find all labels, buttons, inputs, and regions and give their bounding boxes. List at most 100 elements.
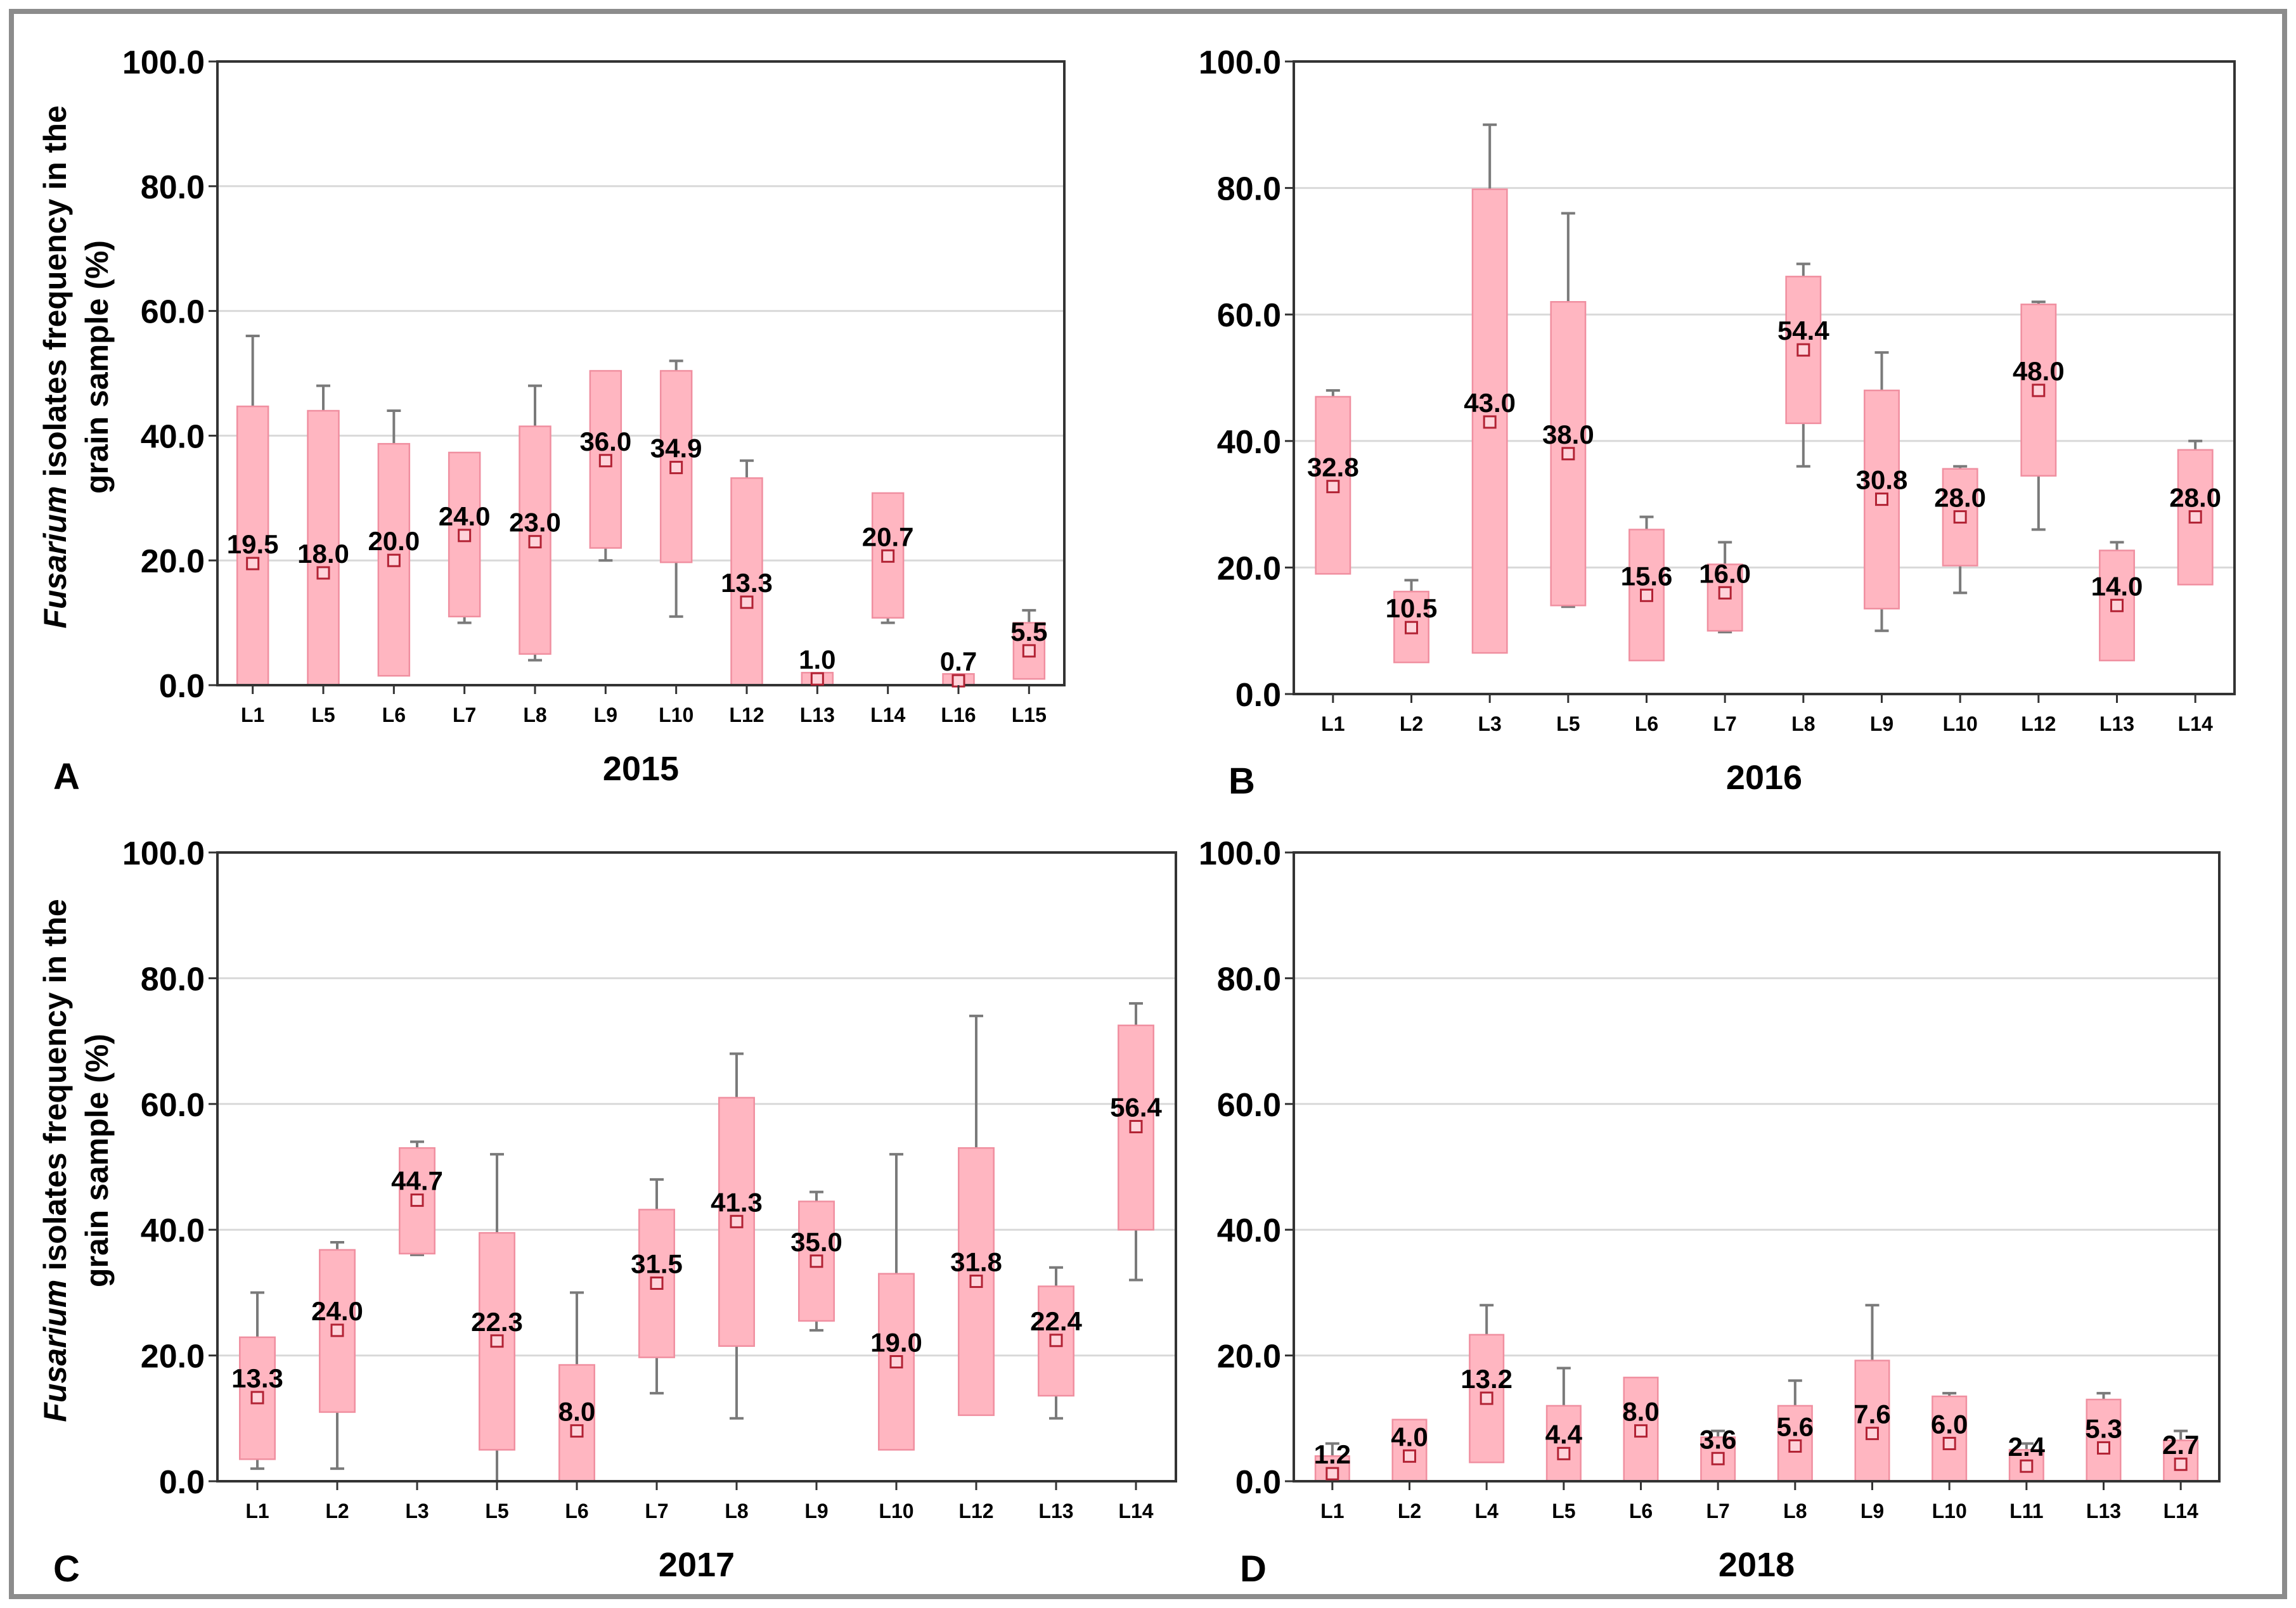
x-tick-label: L6 bbox=[1635, 712, 1658, 735]
x-tick-label: L2 bbox=[325, 1500, 349, 1522]
y-tick-label: 100.0 bbox=[122, 44, 205, 81]
mean-data-label: 14.0 bbox=[2091, 571, 2143, 601]
panel-b: 0.0 20.0 40.0 60.0 80.0 100.0 32.8 L1 10.5 L2 43.0… bbox=[1199, 44, 2236, 802]
x-tick-label: L5 bbox=[311, 704, 335, 726]
plot-frame bbox=[216, 60, 1066, 686]
panel-letter: C bbox=[53, 1548, 80, 1590]
mean-marker bbox=[740, 595, 754, 609]
x-tick-label: L7 bbox=[1713, 712, 1736, 735]
y-tick-label: 80.0 bbox=[141, 169, 205, 206]
box bbox=[307, 409, 340, 686]
mean-data-label: 4.4 bbox=[1545, 1419, 1583, 1449]
y-tick-label: 60.0 bbox=[1217, 1087, 1281, 1124]
mean-marker bbox=[1942, 1436, 1956, 1450]
mean-marker bbox=[951, 674, 965, 688]
mean-data-label: 5.6 bbox=[1777, 1412, 1814, 1441]
mean-marker bbox=[1480, 1391, 1493, 1405]
x-tick-label: L8 bbox=[725, 1500, 748, 1522]
panel-letter: A bbox=[53, 756, 80, 797]
x-tick-label: L10 bbox=[1932, 1500, 1967, 1522]
mean-marker bbox=[1022, 644, 1036, 658]
mean-marker bbox=[1405, 621, 1418, 634]
mean-data-label: 2.7 bbox=[2162, 1430, 2199, 1460]
mean-marker bbox=[809, 1254, 823, 1268]
mean-marker bbox=[650, 1277, 664, 1290]
x-tick-label: L2 bbox=[1398, 1500, 1421, 1522]
panel-d: 0.0 20.0 40.0 60.0 80.0 100.0 1.2 L1 4.0 L2 13.2 L4… bbox=[1199, 835, 2221, 1590]
x-tick-label: L10 bbox=[659, 704, 693, 726]
x-tick-label: L6 bbox=[382, 704, 406, 726]
mean-marker bbox=[889, 1355, 903, 1369]
mean-data-label: 35.0 bbox=[790, 1227, 842, 1257]
x-tick-label: L12 bbox=[729, 704, 764, 726]
mean-marker bbox=[246, 556, 260, 570]
y-tick-label: 100.0 bbox=[122, 835, 205, 872]
mean-data-label: 2.4 bbox=[2008, 1432, 2046, 1462]
mean-marker bbox=[1561, 447, 1575, 461]
x-tick-label: L13 bbox=[1038, 1500, 1073, 1522]
mean-data-label: 44.7 bbox=[391, 1166, 443, 1196]
mean-marker bbox=[1634, 1424, 1648, 1438]
mean-marker bbox=[1796, 343, 1810, 357]
x-tick-label: L4 bbox=[1474, 1500, 1499, 1522]
mean-marker bbox=[250, 1391, 264, 1405]
panel-letter: D bbox=[1240, 1548, 1267, 1590]
panel-letter: B bbox=[1229, 761, 1255, 802]
x-tick-label: L10 bbox=[1943, 712, 1978, 735]
x-tick-label: L8 bbox=[1783, 1500, 1807, 1522]
x-axis-title: 2016 bbox=[1726, 759, 1802, 797]
mean-marker bbox=[1640, 588, 1653, 602]
box bbox=[730, 477, 763, 686]
y-tick-label: 80.0 bbox=[1217, 171, 1281, 208]
mean-marker bbox=[1557, 1446, 1571, 1460]
plot-frame bbox=[216, 851, 1177, 1483]
x-tick-label: L3 bbox=[1478, 712, 1501, 735]
mean-marker bbox=[598, 454, 612, 468]
x-axis-title: 2018 bbox=[1719, 1546, 1795, 1584]
box bbox=[1545, 1405, 1582, 1483]
mean-data-label: 13.2 bbox=[1461, 1364, 1512, 1394]
mean-data-label: 15.6 bbox=[1621, 561, 1673, 591]
x-tick-label: L16 bbox=[941, 704, 976, 726]
y-axis-title-line1: Fusarium isolates frequency in the bbox=[37, 105, 73, 628]
panel-a: 0.0 20.0 40.0 60.0 80.0 100.0 19.5 L1 18.0 L5 20.0… bbox=[37, 44, 1066, 797]
mean-data-label: 32.8 bbox=[1307, 453, 1359, 482]
x-tick-label: L7 bbox=[453, 704, 476, 726]
x-axis-title: 2015 bbox=[603, 750, 679, 788]
y-axis-title-italic: Fusarium bbox=[37, 486, 73, 629]
mean-data-label: 5.3 bbox=[2085, 1413, 2122, 1443]
mean-marker bbox=[1953, 510, 1967, 524]
y-axis-title-line2: grain sample (%) bbox=[79, 240, 115, 494]
mean-data-label: 34.9 bbox=[650, 434, 702, 463]
mean-marker bbox=[570, 1424, 584, 1438]
mean-marker bbox=[1718, 586, 1732, 600]
x-tick-label: L11 bbox=[2009, 1500, 2043, 1522]
mean-marker bbox=[969, 1275, 983, 1289]
y-axis-title-line2: grain sample (%) bbox=[79, 1034, 115, 1287]
mean-data-label: 31.8 bbox=[950, 1247, 1002, 1277]
mean-marker bbox=[2032, 383, 2046, 397]
mean-marker bbox=[387, 553, 401, 567]
mean-marker bbox=[1403, 1449, 1416, 1463]
x-tick-label: L15 bbox=[1012, 704, 1047, 726]
x-tick-label: L7 bbox=[645, 1500, 668, 1522]
mean-data-label: 48.0 bbox=[2013, 356, 2065, 386]
x-tick-label: L8 bbox=[1791, 712, 1815, 735]
mean-marker bbox=[810, 672, 824, 686]
mean-data-label: 41.3 bbox=[711, 1187, 763, 1217]
mean-data-label: 19.5 bbox=[227, 529, 279, 559]
y-tick-label: 100.0 bbox=[1199, 44, 1281, 81]
y-tick-label: 0.0 bbox=[1235, 1464, 1281, 1501]
mean-marker bbox=[490, 1334, 504, 1348]
mean-data-label: 28.0 bbox=[1934, 483, 1986, 513]
y-tick-label: 20.0 bbox=[1217, 550, 1281, 587]
mean-data-label: 6.0 bbox=[1931, 1409, 1968, 1439]
mean-data-label: 54.4 bbox=[1777, 316, 1829, 345]
mean-data-label: 24.0 bbox=[311, 1296, 363, 1326]
y-tick-label: 20.0 bbox=[141, 1339, 205, 1375]
mean-data-label: 13.3 bbox=[721, 568, 773, 598]
mean-data-label: 31.5 bbox=[631, 1249, 683, 1279]
y-tick-label: 80.0 bbox=[1217, 961, 1281, 998]
mean-data-label: 20.0 bbox=[368, 526, 420, 556]
plot-area bbox=[1294, 852, 2219, 1481]
